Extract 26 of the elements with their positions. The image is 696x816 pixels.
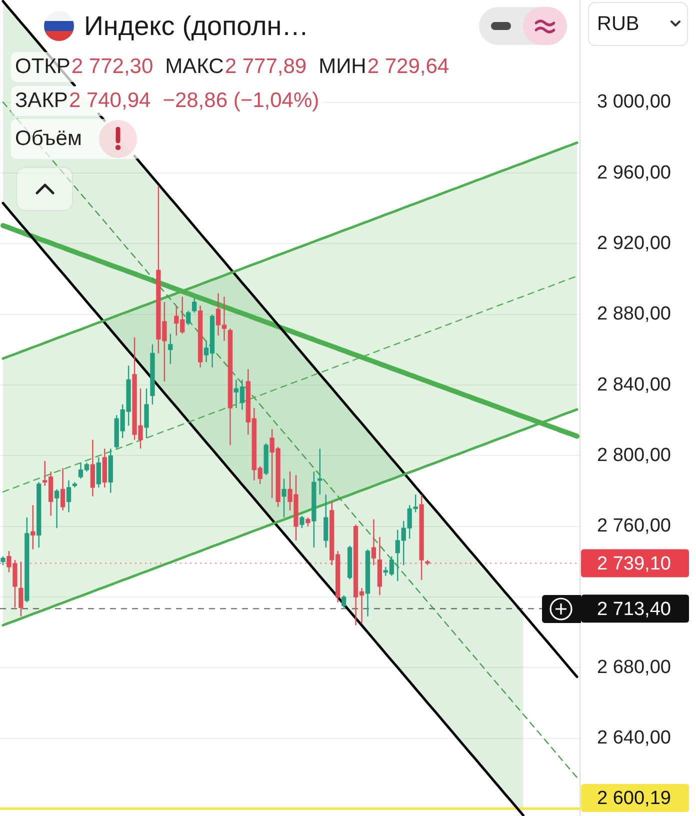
- annotation: 2 772,30: [71, 55, 154, 79]
- y-tick-label: 2 800,00: [597, 444, 671, 466]
- annotation: МИН: [318, 55, 366, 79]
- backdrop-panel: Объём: [11, 119, 141, 159]
- y-tick-label: 3 000,00: [597, 92, 671, 113]
- annotation: 2 729,64: [367, 55, 450, 79]
- annotation: −28,86 (−1,04%): [162, 89, 320, 113]
- annotation: ЗАКР: [15, 89, 68, 113]
- ref-line-label: 2 713,40: [597, 598, 671, 620]
- annotation: ОТКР: [15, 55, 70, 79]
- y-tick-label: 2 640,00: [597, 728, 671, 749]
- chart-title: Индекс (дополн…: [84, 10, 309, 42]
- y-tick-label: 2 880,00: [597, 304, 671, 325]
- currency-dropdown: RUB: [588, 2, 688, 46]
- annotation: Объём: [15, 127, 82, 151]
- y-tick-label: 2 920,00: [597, 232, 671, 254]
- ref-line-label: 2 600,19: [597, 788, 671, 810]
- y-tick-label: 2 680,00: [597, 656, 671, 678]
- annotation: 2 777,89: [224, 55, 307, 79]
- backdrop-panel: ЗАКР2 740,94 −28,86 (−1,04%): [11, 86, 324, 116]
- annotation: 2 740,94: [68, 89, 151, 113]
- annotation: МАКС: [165, 55, 224, 79]
- y-tick-label: 2 960,00: [597, 162, 671, 184]
- y-tick-label: 2 760,00: [597, 516, 671, 537]
- y-tick-label: 2 840,00: [597, 374, 671, 396]
- ref-line-label: 2 739,10: [597, 553, 671, 574]
